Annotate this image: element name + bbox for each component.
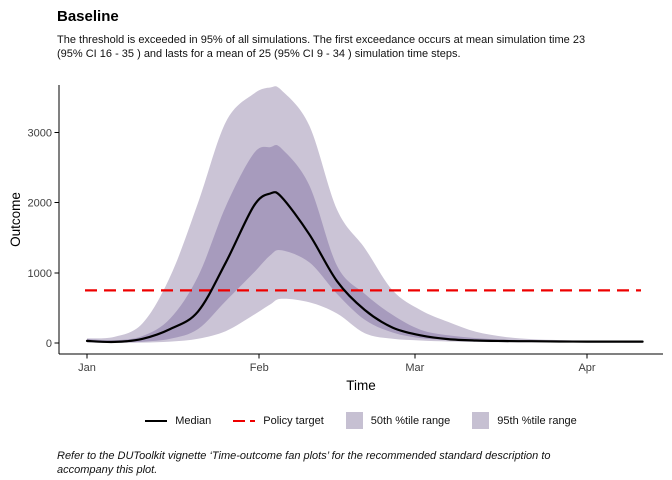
caption-line-2: accompany this plot.	[57, 464, 158, 476]
chart-subtitle: The threshold is exceeded in 95% of all …	[57, 33, 585, 61]
band-50-area	[87, 145, 643, 343]
legend-item-50th-percentile: 50th %tile range	[345, 412, 451, 429]
subtitle-line-1: The threshold is exceeded in 95% of all …	[57, 34, 586, 46]
policy-target-dash-swatch	[233, 419, 256, 422]
legend-item-policy-target: Policy target	[233, 415, 324, 427]
legend-label-policy-target: Policy target	[263, 414, 324, 427]
y-tick-label: 3000	[28, 127, 52, 139]
x-axis-title: Time	[346, 378, 376, 393]
legend-item-median: Median	[145, 415, 211, 427]
y-axis-title: Outcome	[8, 192, 23, 247]
legend-label-median: Median	[175, 414, 212, 427]
y-tick-label: 2000	[28, 198, 52, 210]
y-tick-label: 0	[46, 338, 52, 350]
band-50-swatch	[345, 412, 363, 429]
caption-note: Refer to the DUToolkit vignette ‘Time-ou…	[57, 449, 551, 477]
legend-label-50th-percentile: 50th %tile range	[370, 414, 451, 427]
band-95-swatch	[472, 412, 490, 429]
x-tick-label: Feb	[250, 362, 269, 374]
legend-label-95th-percentile: 95th %tile range	[497, 414, 577, 427]
legend-item-95th-percentile: 95th %tile range	[472, 412, 577, 429]
x-tick-label: Apr	[578, 362, 595, 374]
caption-line-1: Refer to the DUToolkit vignette ‘Time-ou…	[57, 450, 551, 462]
chart-legend: Median Policy target 50th %tile range 95…	[59, 412, 663, 429]
median-line	[85, 191, 644, 344]
fan-chart: 0 1000 2000 3000 Jan Feb Mar Apr Time Outcome	[8, 85, 663, 393]
median-line-swatch	[145, 419, 168, 422]
y-tick-label: 1000	[28, 268, 52, 280]
x-tick-label: Jan	[78, 362, 96, 374]
page-title: Baseline	[57, 8, 119, 25]
subtitle-line-2: (95% CI 16 - 35 ) and lasts for a mean o…	[57, 48, 461, 60]
x-tick-label: Mar	[405, 362, 424, 374]
